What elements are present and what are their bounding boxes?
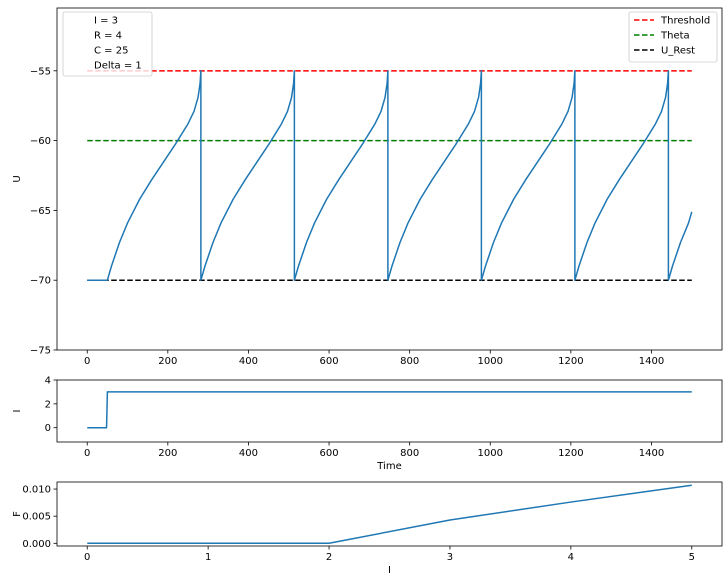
- x-tick-label: 200: [158, 356, 177, 367]
- x-tick-label: 0: [84, 448, 90, 459]
- legend-label: Theta: [660, 31, 690, 42]
- x-tick-label: 600: [319, 356, 338, 367]
- y-tick-label: 2: [45, 399, 51, 410]
- series-line-1: [87, 391, 692, 429]
- x-tick-label: 5: [689, 552, 695, 563]
- x-tick-label: 3: [447, 552, 453, 563]
- y-tick-label: −70: [30, 276, 51, 287]
- y-tick-label: −55: [30, 66, 51, 77]
- series-line-4: [87, 70, 693, 281]
- x-axis-label: Time: [376, 461, 401, 472]
- x-tick-label: 2: [326, 552, 332, 563]
- y-tick-label: −75: [30, 346, 51, 357]
- x-tick-label: 1000: [478, 448, 503, 459]
- y-axis-label: F: [12, 511, 23, 517]
- y-axis-label: U: [12, 175, 23, 182]
- y-tick-label: 0: [45, 423, 51, 434]
- legend-label: Threshold: [660, 16, 710, 27]
- series-group: [87, 70, 693, 281]
- y-axis-label: I: [12, 410, 23, 413]
- axes-frame: [56, 481, 723, 547]
- x-tick-label: 800: [400, 448, 419, 459]
- x-tick-label: 1200: [558, 356, 583, 367]
- series-line-1: [87, 484, 692, 545]
- axes-frame: [56, 379, 723, 443]
- x-tick-label: 0: [84, 356, 90, 367]
- info-box: [62, 11, 153, 77]
- x-tick-label: 1: [205, 552, 211, 563]
- x-axis-label: I: [388, 565, 391, 576]
- x-tick-label: 200: [158, 448, 177, 459]
- x-tick-label: 400: [239, 448, 258, 459]
- series-group: [87, 484, 692, 545]
- chart-panel-3: 0 1 2 3 4 5 0.000 0.005 0.010 I F: [12, 481, 723, 576]
- x-tick-label: 1400: [639, 356, 664, 367]
- y-tick-label: −65: [30, 206, 51, 217]
- y-tick-label: 0.000: [22, 539, 51, 550]
- x-tick-label: 800: [400, 356, 419, 367]
- y-tick-label: 4: [45, 376, 51, 387]
- chart-panel-2: 0 200 400 600 800 1000 1200 1400 0 2 4 Time I: [12, 376, 723, 472]
- x-tick-label: 4: [568, 552, 574, 563]
- x-tick-label: 1200: [558, 448, 583, 459]
- y-tick-label: 0.010: [22, 485, 51, 496]
- info-box-line: C = 25: [94, 46, 128, 57]
- y-tick-label: −60: [30, 136, 51, 147]
- x-tick-label: 400: [239, 356, 258, 367]
- x-tick-label: 1000: [478, 356, 503, 367]
- legend-label: U_Rest: [661, 46, 695, 57]
- axes-frame: [56, 7, 723, 351]
- x-tick-label: 600: [319, 448, 338, 459]
- info-box-line: Delta = 1: [94, 61, 142, 72]
- series-group: [87, 391, 692, 429]
- info-box-line: I = 3: [94, 16, 118, 27]
- x-tick-label: 1400: [639, 448, 664, 459]
- legend: Threshold Theta U_Rest: [628, 11, 718, 63]
- x-tick-label: 0: [84, 552, 90, 563]
- y-tick-label: 0.005: [22, 512, 51, 523]
- info-box-line: R = 4: [94, 31, 122, 42]
- chart-panel-1: 0 200 400 600 800 1000 1200 1400 −75 −70 −65 −60 −55…: [12, 7, 723, 367]
